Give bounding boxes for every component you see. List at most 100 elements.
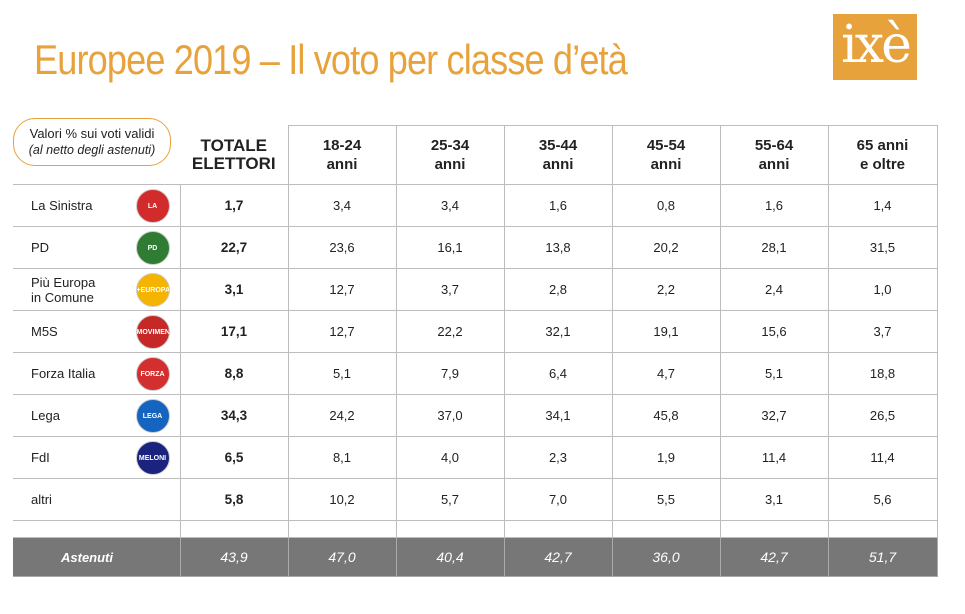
age-value: 28,1 xyxy=(719,226,829,269)
values-note-line1: Valori % sui voti validi xyxy=(29,126,155,141)
party-label: Più Europa in Comune xyxy=(31,274,96,305)
age-value: 31,5 xyxy=(827,226,938,269)
vote-table: TOTALE ELETTORI 18-24 anni 25-34 anni 35-44… xyxy=(13,125,938,577)
age-value: 13,8 xyxy=(503,226,613,269)
table-row: Più Europa in Comune +EUROPA 3,1 12,7 3,7 2,8 2… xyxy=(13,268,938,311)
total-value: 5,8 xyxy=(179,478,289,521)
age-value: 3,4 xyxy=(287,184,397,227)
abstention-value: 42,7 xyxy=(719,537,829,577)
table-row: M5S MOVIMENTO 17,112,722,232,119,115,63,7 xyxy=(13,310,938,353)
age-value: 32,1 xyxy=(503,310,613,353)
age-value: 10,2 xyxy=(287,478,397,521)
age-value: 1,6 xyxy=(719,184,829,227)
abstention-value: 36,0 xyxy=(611,537,721,577)
age-value: 22,2 xyxy=(395,310,505,353)
age-value: 12,7 xyxy=(287,310,397,353)
age-value: 19,1 xyxy=(611,310,721,353)
abstention-label: Astenuti xyxy=(13,537,181,577)
abstention-row: Astenuti 43,9 47,0 40,4 42,7 36,0 42,7 51,7 xyxy=(13,537,938,577)
party-label: Forza Italia xyxy=(31,366,96,381)
age-value: 11,4 xyxy=(827,436,938,479)
column-header: 55-64 anni xyxy=(719,125,829,185)
party-label: altri xyxy=(31,492,52,507)
age-value: 4,7 xyxy=(611,352,721,395)
age-value: 2,4 xyxy=(719,268,829,311)
party-label: FdI xyxy=(31,450,50,465)
abstention-value: 40,4 xyxy=(395,537,505,577)
age-value: 6,4 xyxy=(503,352,613,395)
party-logo-icon: MELONI xyxy=(135,441,170,475)
age-value: 37,0 xyxy=(395,394,505,437)
table-row: altri 5,8 10,2 5,7 7,0 5,5 3,1 5,6 xyxy=(13,478,938,521)
age-value: 2,2 xyxy=(611,268,721,311)
party-label: PD xyxy=(31,240,50,255)
column-header: 18-24 anni xyxy=(287,125,397,185)
party-logo-icon: MOVIMENTO xyxy=(135,315,170,349)
age-value: 20,2 xyxy=(611,226,721,269)
age-value: 15,6 xyxy=(719,310,829,353)
age-value: 32,7 xyxy=(719,394,829,437)
party-name: PD PD xyxy=(13,226,181,269)
age-value: 7,9 xyxy=(395,352,505,395)
age-value: 4,0 xyxy=(395,436,505,479)
total-value: 17,1 xyxy=(179,310,289,353)
party-name: FdI MELONI xyxy=(13,436,181,479)
age-value: 24,2 xyxy=(287,394,397,437)
column-header: 35-44 anni xyxy=(503,125,613,185)
age-value: 1,4 xyxy=(827,184,938,227)
party-name: M5S MOVIMENTO xyxy=(13,310,181,353)
age-value: 1,9 xyxy=(611,436,721,479)
total-value: 6,5 xyxy=(179,436,289,479)
party-name: La Sinistra LA SINISTRA xyxy=(13,184,181,227)
age-value: 2,8 xyxy=(503,268,613,311)
party-label: M5S xyxy=(31,324,58,339)
age-value: 34,1 xyxy=(503,394,613,437)
age-value: 3,7 xyxy=(395,268,505,311)
spacer-row xyxy=(13,520,938,538)
party-logo-icon: PD xyxy=(135,231,170,265)
spacer-cell xyxy=(503,520,613,538)
age-value: 5,7 xyxy=(395,478,505,521)
party-logo-icon: LEGA SALVINI xyxy=(135,399,170,433)
spacer-cell xyxy=(827,520,938,538)
spacer-cell xyxy=(611,520,721,538)
age-value: 1,0 xyxy=(827,268,938,311)
age-value: 7,0 xyxy=(503,478,613,521)
brand-logo-text: ixè xyxy=(841,15,912,75)
total-value: 22,7 xyxy=(179,226,289,269)
age-value: 16,1 xyxy=(395,226,505,269)
abstention-value: 42,7 xyxy=(503,537,613,577)
spacer-cell xyxy=(179,520,289,538)
age-value: 11,4 xyxy=(719,436,829,479)
column-header: 25-34 anni xyxy=(395,125,505,185)
age-value: 12,7 xyxy=(287,268,397,311)
column-header: 65 anni e oltre xyxy=(827,125,938,185)
age-value: 5,6 xyxy=(827,478,938,521)
age-value: 3,1 xyxy=(719,478,829,521)
page-title: Europee 2019 – Il voto per classe d’età xyxy=(34,36,628,83)
spacer-cell xyxy=(395,520,505,538)
brand-logo: ixè xyxy=(833,14,917,80)
table-row: PD PD 22,7 23,6 16,1 13,8 20,2 28,1 31,5 xyxy=(13,226,938,269)
spacer-cell xyxy=(13,520,181,538)
total-value: 8,8 xyxy=(179,352,289,395)
age-value: 23,6 xyxy=(287,226,397,269)
age-value: 5,5 xyxy=(611,478,721,521)
header-row: TOTALE ELETTORI 18-24 anni 25-34 anni 35-44… xyxy=(13,125,938,185)
total-value: 1,7 xyxy=(179,184,289,227)
values-note-line2: (al netto degli astenuti) xyxy=(28,143,156,157)
age-value: 0,8 xyxy=(611,184,721,227)
age-value: 5,1 xyxy=(287,352,397,395)
age-value: 8,1 xyxy=(287,436,397,479)
party-name: Forza Italia FORZA ITALIA xyxy=(13,352,181,395)
party-logo-icon: FORZA ITALIA xyxy=(135,357,170,391)
abstention-value: 43,9 xyxy=(179,537,289,577)
party-label: Lega xyxy=(31,408,60,423)
column-header: TOTALE ELETTORI xyxy=(180,125,289,185)
spacer-cell xyxy=(287,520,397,538)
party-label: La Sinistra xyxy=(31,198,93,213)
party-logo-icon: +EUROPA xyxy=(135,273,170,307)
age-value: 26,5 xyxy=(827,394,938,437)
